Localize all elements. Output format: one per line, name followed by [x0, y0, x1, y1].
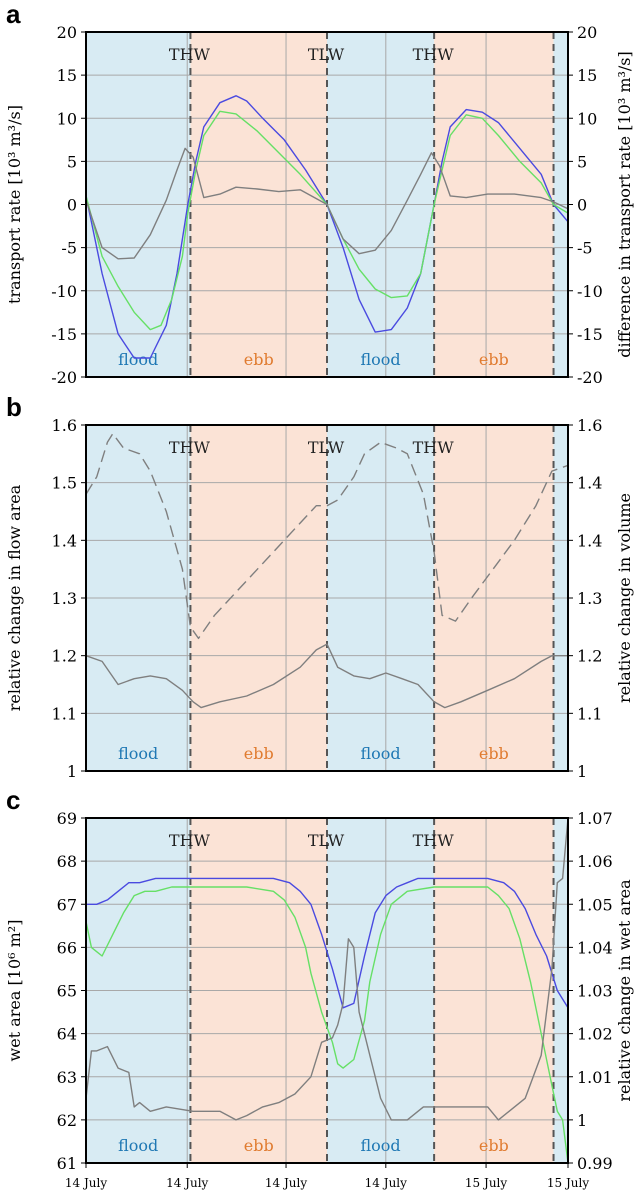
y-tick-label: 69 [57, 809, 77, 828]
event-label-tlw: TLW [308, 438, 345, 457]
event-label-thw: THW [413, 831, 455, 850]
y2-tick-label: 1.06 [577, 852, 613, 871]
y2-tick-label: 5 [577, 152, 587, 171]
series-line-gray-solid [85, 643, 568, 709]
y-tick-label: 20 [57, 23, 77, 42]
y-axis-label: relative change in flow area [5, 484, 24, 711]
y-tick-label: 62 [57, 1111, 77, 1130]
y-axis-label: wet area [10⁶ m²] [5, 920, 24, 1062]
x-tick-label: 14 July [65, 1176, 107, 1190]
y-tick-label: -15 [51, 325, 77, 344]
panel-letter: b [6, 392, 22, 422]
y-tick-label: 1 [67, 762, 77, 781]
y-tick-label: 5 [67, 152, 77, 171]
phase-label-ebb: ebb [244, 1136, 274, 1155]
y2-axis-label: relative change in wet area [615, 879, 634, 1102]
panel-letter: a [6, 0, 21, 29]
y2-tick-label: 1.4 [577, 531, 602, 550]
y2-tick-label: 1.3 [577, 589, 602, 608]
x-tick-label: 14 July [365, 1176, 407, 1190]
y2-tick-label: -15 [577, 325, 603, 344]
x-tick-label: 14 July [265, 1176, 307, 1190]
y-tick-label: 64 [57, 1025, 77, 1044]
y-tick-label: 65 [57, 982, 77, 1001]
series-line-gray [85, 817, 569, 1121]
phase-label-flood: flood [360, 1136, 400, 1155]
y2-tick-label: 1 [577, 762, 587, 781]
y-tick-label: -5 [61, 239, 77, 258]
y2-tick-label: -5 [577, 239, 593, 258]
y2-tick-label: 1.01 [577, 1068, 613, 1087]
event-label-tlw: TLW [308, 831, 345, 850]
y2-tick-label: 20 [577, 23, 597, 42]
event-label-thw: THW [413, 45, 455, 64]
event-label-thw: THW [413, 438, 455, 457]
y-axis-label: transport rate [10³ m³/s] [5, 105, 24, 304]
x-tick-label: 14 July [166, 1176, 208, 1190]
y2-tick-label: 1.04 [577, 938, 613, 957]
y-tick-label: 61 [57, 1154, 77, 1173]
event-label-tlw: TLW [308, 45, 345, 64]
y2-axis-label: relative change in volume [615, 493, 634, 703]
phase-label-ebb: ebb [479, 1136, 509, 1155]
y2-tick-label: 1.2 [577, 647, 602, 666]
y2-tick-label: 1.4 [577, 474, 602, 493]
phase-label-ebb: ebb [244, 350, 274, 369]
panel-a: THW TLW THW flood ebb flood ebb -20 -15 -10 -5 0 5 10… [5, 0, 634, 387]
series-line-gray [85, 147, 569, 260]
x-tick-label: 15 July [547, 1176, 589, 1190]
panel-b: THW TLW THW flood ebb flood ebb 1 1.1 1.2 1.3 1.4 1.… [5, 392, 634, 781]
y2-tick-label: 1.07 [577, 809, 613, 828]
y-tick-label: 15 [57, 66, 77, 85]
phase-label-flood: flood [118, 1136, 158, 1155]
y-tick-label: 10 [57, 109, 77, 128]
y2-tick-label: 1.6 [577, 416, 602, 435]
panel-letter: c [6, 785, 20, 815]
y2-tick-label: -20 [577, 368, 603, 387]
phase-label-ebb: ebb [479, 350, 509, 369]
y-tick-label: 1.5 [52, 474, 77, 493]
y2-tick-label: 1.03 [577, 982, 613, 1001]
y-tick-label: 1.2 [52, 647, 77, 666]
panel-c: THW TLW THW flood ebb flood ebb 61 62 63 64 65 66 67 6… [5, 785, 634, 1173]
y-tick-label: 1.3 [52, 589, 77, 608]
y-tick-label: 67 [57, 895, 77, 914]
event-label-thw: THW [169, 45, 211, 64]
y-tick-label: 0 [67, 196, 77, 215]
y2-tick-label: 1.05 [577, 895, 613, 914]
y-tick-label: 1.4 [52, 531, 77, 550]
phase-label-flood: flood [118, 350, 158, 369]
series-line-green [85, 886, 569, 1164]
series-line-gray-dashed [85, 433, 569, 640]
y-tick-label: -10 [51, 282, 77, 301]
y2-tick-label: 1 [577, 1111, 587, 1130]
series-line-blue [86, 877, 569, 1009]
y-tick-label: 68 [57, 852, 77, 871]
x-tick-label: 15 July [465, 1176, 507, 1190]
event-label-thw: THW [169, 438, 211, 457]
phase-label-flood: flood [360, 350, 400, 369]
y2-tick-label: 0.99 [577, 1154, 613, 1173]
y2-tick-label: 1.02 [577, 1025, 613, 1044]
y2-tick-label: 0 [577, 196, 587, 215]
y2-tick-label: 10 [577, 109, 597, 128]
event-label-thw: THW [169, 831, 211, 850]
y-tick-label: 63 [57, 1068, 77, 1087]
phase-label-flood: flood [118, 744, 158, 763]
phase-label-flood: flood [360, 744, 400, 763]
y-tick-label: -20 [51, 368, 77, 387]
y-tick-label: 1.6 [52, 416, 77, 435]
y2-tick-label: -10 [577, 282, 603, 301]
phase-label-ebb: ebb [479, 744, 509, 763]
y2-tick-label: 1.1 [577, 704, 602, 723]
y2-axis-label: difference in transport rate [10³ m³/s] [615, 51, 634, 358]
y2-tick-label: 15 [577, 66, 597, 85]
y-tick-label: 66 [57, 938, 77, 957]
phase-label-ebb: ebb [244, 744, 274, 763]
y-tick-label: 1.1 [52, 704, 77, 723]
